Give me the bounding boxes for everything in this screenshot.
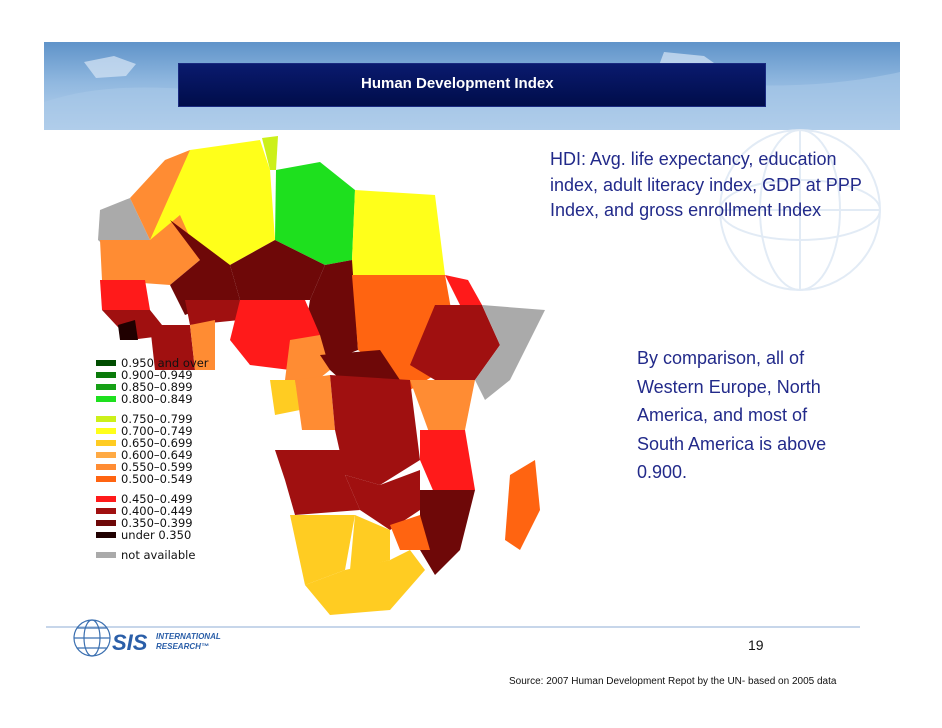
legend-item: 0.900–0.949 — [96, 368, 209, 382]
legend-item: 0.750–0.799 — [96, 412, 209, 426]
map-legend: 0.950 and over 0.900–0.949 0.850–0.899 0… — [96, 356, 209, 562]
region-south-africa — [305, 550, 425, 615]
region-sierra-leone — [118, 320, 138, 340]
legend-swatch — [96, 496, 116, 502]
legend-swatch — [96, 384, 116, 390]
legend-swatch — [96, 452, 116, 458]
svg-text:INTERNATIONAL: INTERNATIONAL — [156, 632, 221, 641]
region-angola — [275, 450, 360, 515]
legend-item: 0.500–0.549 — [96, 472, 209, 486]
svg-text:RESEARCH™: RESEARCH™ — [156, 642, 209, 651]
region-burkina — [185, 300, 240, 325]
legend-label: 0.950 and over — [121, 356, 209, 370]
legend-swatch — [96, 360, 116, 366]
legend-label: not available — [121, 548, 196, 562]
region-madagascar — [505, 460, 540, 550]
region-zimbabwe — [390, 515, 430, 550]
legend-swatch — [96, 476, 116, 482]
legend-swatch — [96, 428, 116, 434]
legend-item: 0.550–0.599 — [96, 460, 209, 474]
legend-label: 0.700–0.749 — [121, 424, 193, 438]
legend-item: 0.800–0.849 — [96, 392, 209, 406]
region-libya — [275, 162, 355, 265]
region-egypt — [352, 190, 445, 275]
legend-label: 0.500–0.549 — [121, 472, 193, 486]
legend-label: 0.850–0.899 — [121, 380, 193, 394]
region-cameroon — [285, 335, 330, 390]
region-zambia — [345, 470, 420, 530]
region-gabon — [270, 380, 300, 415]
legend-label: 0.550–0.599 — [121, 460, 193, 474]
legend-label: 0.350–0.399 — [121, 516, 193, 530]
legend-item: 0.450–0.499 — [96, 492, 209, 506]
legend-swatch — [96, 464, 116, 470]
legend-swatch — [96, 532, 116, 538]
hdi-definition-text: HDI: Avg. life expectancy, education ind… — [550, 149, 862, 220]
svg-text:SIS: SIS — [112, 630, 148, 655]
legend-item: 0.850–0.899 — [96, 380, 209, 394]
legend-swatch — [96, 552, 116, 558]
legend-label: 0.650–0.699 — [121, 436, 193, 450]
region-drc — [330, 375, 420, 485]
region-ghana — [190, 320, 215, 370]
comparison-text: By comparison, all of Western Europe, No… — [637, 348, 827, 482]
region-eritrea — [445, 275, 482, 305]
legend-swatch — [96, 508, 116, 514]
region-senegal-gambia — [100, 280, 150, 310]
legend-item: under 0.350 — [96, 528, 209, 542]
sis-logo: SIS INTERNATIONAL RESEARCH™ — [73, 619, 221, 657]
legend-swatch — [96, 372, 116, 378]
region-botswana — [350, 515, 390, 570]
legend-swatch — [96, 416, 116, 422]
legend-item: 0.650–0.699 — [96, 436, 209, 450]
region-ethiopia — [410, 305, 500, 380]
footer-divider — [46, 626, 860, 628]
region-uganda-kenya — [410, 380, 475, 435]
legend-label: 0.900–0.949 — [121, 368, 193, 382]
legend-item: 0.950 and over — [96, 356, 209, 370]
region-niger — [230, 240, 325, 300]
region-mozambique — [420, 490, 475, 575]
legend-label: under 0.350 — [121, 528, 192, 542]
legend-item: 0.400–0.449 — [96, 504, 209, 518]
legend-label: 0.800–0.849 — [121, 392, 193, 406]
legend-label: 0.450–0.499 — [121, 492, 193, 506]
region-ivory-coast — [150, 325, 195, 370]
legend-label: 0.600–0.649 — [121, 448, 193, 462]
legend-item: 0.700–0.749 — [96, 424, 209, 438]
africa-hdi-map — [98, 136, 545, 615]
legend-swatch — [96, 396, 116, 402]
legend-item: 0.350–0.399 — [96, 516, 209, 530]
title-bar: Human Development Index — [178, 63, 766, 107]
legend-item: 0.600–0.649 — [96, 448, 209, 462]
region-mali — [170, 220, 240, 315]
region-tanzania — [420, 430, 475, 495]
region-tunisia — [262, 136, 278, 170]
region-mauritania — [100, 215, 200, 285]
globe-icon — [719, 129, 881, 291]
region-namibia — [290, 515, 355, 585]
legend-item: not available — [96, 548, 209, 562]
region-congo — [295, 375, 335, 430]
page-number: 19 — [748, 637, 764, 653]
region-somalia — [475, 305, 545, 400]
legend-swatch — [96, 440, 116, 446]
legend-label: 0.750–0.799 — [121, 412, 193, 426]
legend-swatch — [96, 520, 116, 526]
source-citation: Source: 2007 Human Development Repot by … — [509, 676, 837, 687]
legend-label: 0.400–0.449 — [121, 504, 193, 518]
slide-title: Human Development Index — [361, 75, 554, 92]
